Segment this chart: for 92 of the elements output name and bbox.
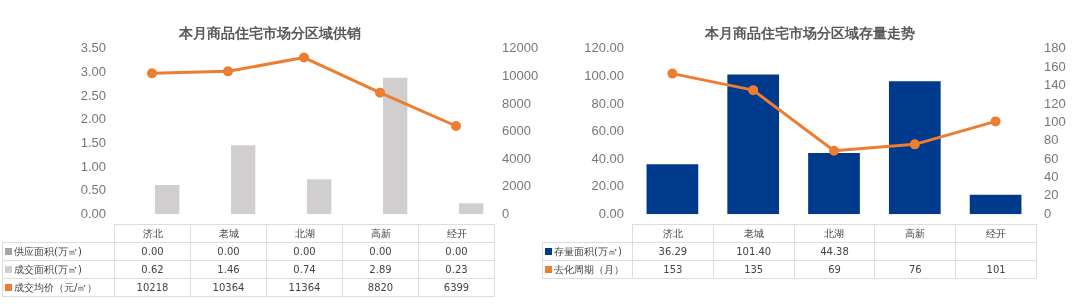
point <box>909 139 920 150</box>
bar <box>155 184 180 215</box>
data-label: 2.89 <box>342 260 419 279</box>
data-label: 36.29 <box>632 242 714 261</box>
x-tick-label: 经开 <box>955 224 1037 243</box>
y-tick-label: 3.50 <box>80 40 106 56</box>
data-label: 0.00 <box>266 242 343 261</box>
y-tick-label: 0.50 <box>80 182 106 198</box>
y2-tick-label: 8000 <box>502 95 531 111</box>
chart-title: 本月商品住宅市场分区域供销 <box>178 25 361 42</box>
bar <box>646 164 699 215</box>
legend-label: 供应面积(万㎡) <box>14 245 82 257</box>
data-label: 101.40 <box>713 242 795 261</box>
point <box>667 68 678 79</box>
y-tick-label: 80.00 <box>591 95 624 111</box>
data-label: 0.00 <box>342 242 419 261</box>
legend-label: 去化周期（月） <box>554 263 624 275</box>
bar <box>383 77 408 215</box>
point <box>299 52 309 63</box>
y-tick-label: 60.00 <box>591 123 624 139</box>
y2-tick-label: 140 <box>1044 77 1066 93</box>
legend-label: 成交面积(万㎡) <box>14 263 82 275</box>
bar <box>808 153 860 215</box>
y2-tick-label: 180 <box>1044 40 1066 56</box>
y2-tick-label: 120 <box>1044 95 1066 111</box>
bar <box>888 81 941 215</box>
x-tick-label: 高新 <box>874 224 956 243</box>
data-label: 0.62 <box>114 260 191 279</box>
data-label: 135 <box>713 260 795 279</box>
y2-tick-label: 4000 <box>502 150 531 166</box>
y2-tick-label: 0 <box>502 205 510 221</box>
y-tick-label: 1.50 <box>80 134 106 150</box>
x-tick-label: 老城 <box>713 224 795 243</box>
y2-tick-label: 80 <box>1044 132 1059 148</box>
data-label: 0.23 <box>418 260 495 279</box>
y-tick-label: 0.00 <box>80 205 106 221</box>
y-tick-label: 20.00 <box>591 178 624 194</box>
data-label: 0.00 <box>190 242 267 261</box>
y2-tick-label: 0 <box>1044 205 1052 221</box>
legend-label: 存量面积(万㎡) <box>554 245 622 257</box>
bar <box>459 203 484 215</box>
x-tick-label: 北湖 <box>794 224 875 243</box>
x-tick-label: 老城 <box>190 224 267 243</box>
bar <box>727 74 780 215</box>
point <box>829 145 839 156</box>
y2-tick-label: 40 <box>1044 169 1059 185</box>
data-label: 153 <box>632 260 714 279</box>
point <box>748 85 759 96</box>
x-tick-label: 高新 <box>342 224 419 243</box>
y2-tick-label: 20 <box>1044 187 1059 203</box>
y2-tick-label: 10000 <box>502 67 539 83</box>
data-label: 11364 <box>266 278 343 297</box>
y-tick-label: 1.00 <box>80 158 106 174</box>
point <box>147 68 157 79</box>
data-label: 1.46 <box>190 260 267 279</box>
y2-tick-label: 6000 <box>502 123 531 139</box>
data-label: 0.00 <box>418 242 495 261</box>
point <box>990 116 1001 127</box>
x-tick-label: 济北 <box>632 224 714 243</box>
data-label: 0.00 <box>114 242 191 261</box>
y-tick-label: 40.00 <box>591 150 624 166</box>
y-tick-label: 100.00 <box>584 67 624 83</box>
chart-title: 本月商品住宅市场分区域存量走势 <box>704 25 915 42</box>
data-label: 69 <box>794 260 875 279</box>
data-label: 76 <box>874 260 956 279</box>
y-tick-label: 2.00 <box>80 111 106 127</box>
point <box>375 87 385 98</box>
bar <box>231 145 256 215</box>
data-label: 0.74 <box>266 260 343 279</box>
data-label: 44.38 <box>794 242 875 261</box>
y-tick-label: 0.00 <box>598 205 624 221</box>
data-label: 10218 <box>114 278 191 297</box>
y2-tick-label: 2000 <box>502 178 531 194</box>
y2-tick-label: 100 <box>1044 113 1066 129</box>
y2-tick-label: 12000 <box>502 40 539 56</box>
point <box>223 66 233 77</box>
bar <box>307 179 332 215</box>
x-tick-label: 北湖 <box>266 224 343 243</box>
bar <box>969 194 1022 215</box>
data-label: 8820 <box>342 278 419 297</box>
x-tick-label: 济北 <box>114 224 191 243</box>
y2-tick-label: 160 <box>1044 58 1066 74</box>
y2-tick-label: 60 <box>1044 150 1059 166</box>
y-tick-label: 2.50 <box>80 87 106 103</box>
point <box>451 121 461 131</box>
x-tick-label: 经开 <box>418 224 495 243</box>
legend-label: 成交均价（元/㎡） <box>14 281 98 293</box>
y-tick-label: 120.00 <box>584 40 624 56</box>
data-label: 101 <box>955 260 1037 279</box>
y-tick-label: 3.00 <box>80 64 106 80</box>
data-label: 6399 <box>418 278 495 297</box>
data-label: 10364 <box>190 278 267 297</box>
